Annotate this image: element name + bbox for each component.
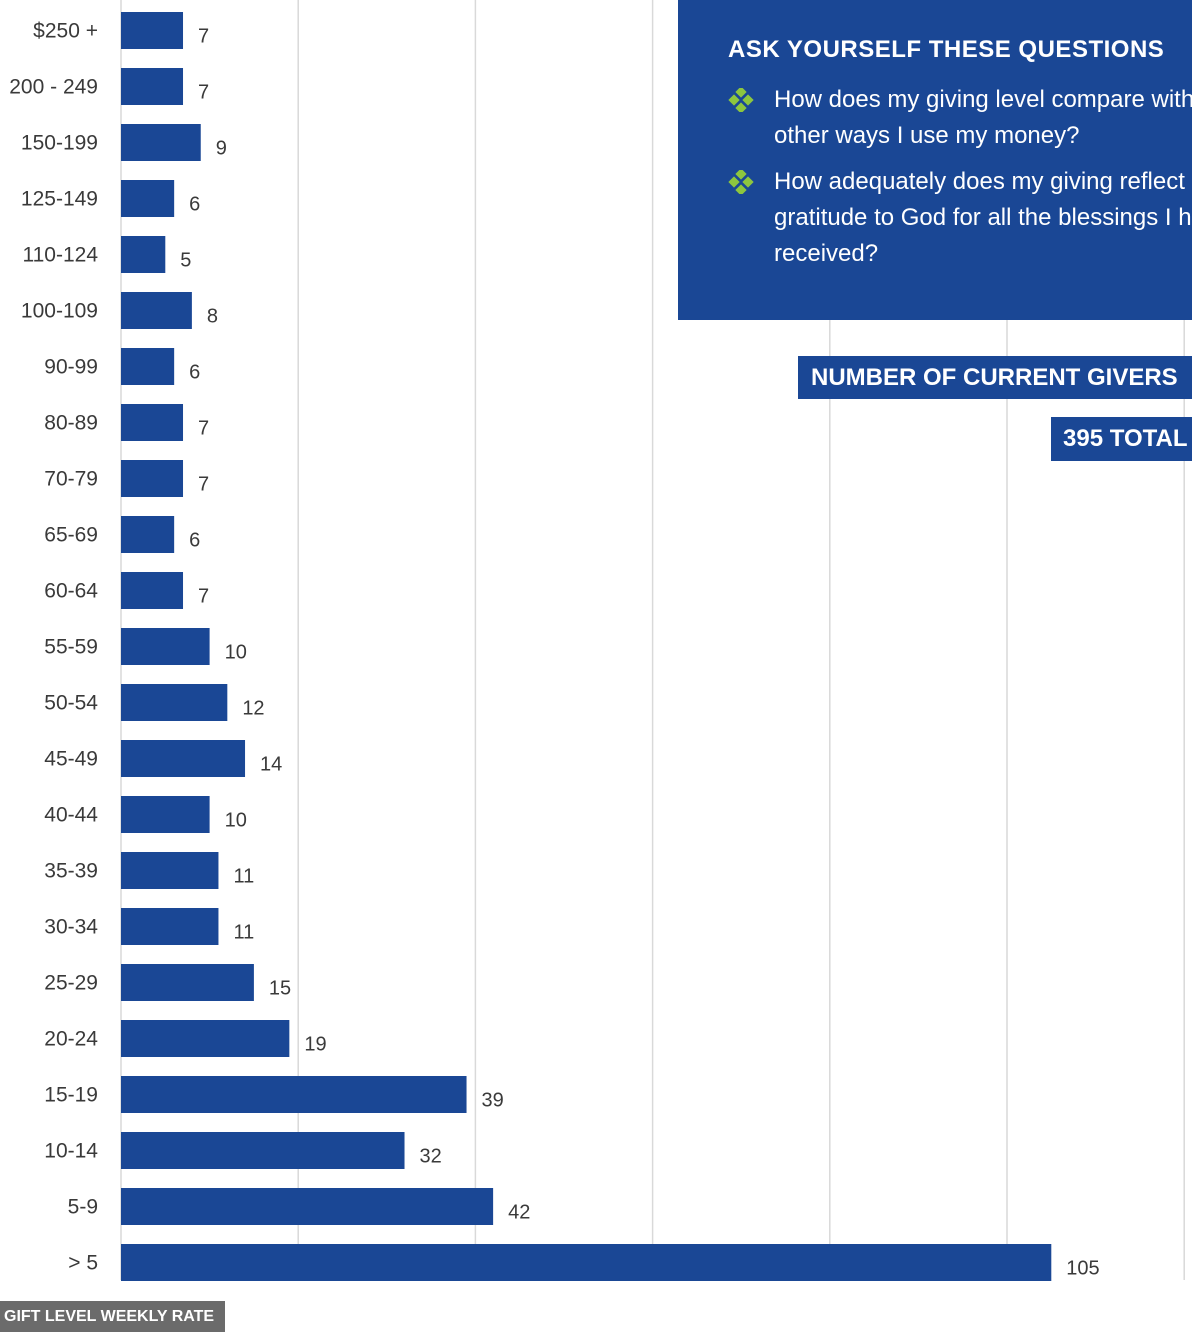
value-label: 7 bbox=[198, 586, 209, 608]
value-label: 8 bbox=[207, 306, 218, 328]
category-label: 100-109 bbox=[21, 300, 98, 323]
category-label: > 5 bbox=[68, 1252, 98, 1275]
value-label: 12 bbox=[242, 698, 264, 720]
questions-list: How does my giving level compare with ot… bbox=[728, 82, 1192, 272]
bar bbox=[121, 628, 210, 665]
bar bbox=[121, 180, 175, 217]
value-label: 15 bbox=[269, 978, 291, 1000]
category-labels: $250 + 200 - 249 150-199 125-149 110-124 100-… bbox=[9, 20, 98, 1275]
category-label: 40-44 bbox=[44, 804, 98, 827]
bar bbox=[121, 684, 228, 721]
bar bbox=[121, 68, 184, 105]
category-label: $250 + bbox=[33, 20, 98, 43]
question-text: How does my giving level compare with ot… bbox=[774, 86, 1192, 149]
bar bbox=[121, 908, 219, 945]
value-label: 7 bbox=[198, 474, 209, 496]
question-text: How adequately does my giving reflect my… bbox=[774, 168, 1192, 267]
value-label: 19 bbox=[304, 1034, 326, 1056]
total-givers-banner: 395 TOTAL bbox=[1051, 417, 1192, 461]
current-givers-banner: NUMBER OF CURRENT GIVERS bbox=[798, 356, 1192, 399]
bar bbox=[121, 292, 192, 329]
value-label: 6 bbox=[189, 194, 200, 216]
bar bbox=[121, 964, 254, 1001]
diamond-cluster-icon bbox=[728, 82, 774, 118]
bar bbox=[121, 572, 184, 609]
value-label: 32 bbox=[420, 1146, 442, 1168]
bar bbox=[121, 1188, 494, 1225]
category-label: 200 - 249 bbox=[9, 76, 98, 99]
value-label: 11 bbox=[233, 922, 254, 944]
bar bbox=[121, 460, 184, 497]
value-labels: 7 7 9 6 5 8 6 7 7 6 7 10 12 14 10 11 11 15 19 39 32 42 105 bbox=[180, 26, 1099, 1280]
value-label: 6 bbox=[189, 362, 200, 384]
category-label: 55-59 bbox=[44, 636, 98, 659]
value-label: 7 bbox=[198, 26, 209, 48]
bar bbox=[121, 124, 201, 161]
value-label: 6 bbox=[189, 530, 200, 552]
value-label: 105 bbox=[1066, 1258, 1099, 1280]
bar bbox=[121, 1020, 290, 1057]
category-label: 30-34 bbox=[44, 916, 98, 939]
value-label: 39 bbox=[482, 1090, 504, 1112]
questions-title: ASK YOURSELF THESE QUESTIONS bbox=[728, 36, 1165, 63]
bar bbox=[121, 1076, 467, 1113]
bar bbox=[121, 796, 210, 833]
category-label: 60-64 bbox=[44, 580, 98, 603]
category-label: 150-199 bbox=[21, 132, 98, 155]
bar bbox=[121, 1244, 1052, 1281]
question-item: How adequately does my giving reflect my… bbox=[728, 164, 1192, 272]
x-axis-title: GIFT LEVEL WEEKLY RATE bbox=[0, 1301, 226, 1332]
questions-panel: ASK YOURSELF THESE QUESTIONS How does my… bbox=[678, 0, 1192, 320]
value-label: 42 bbox=[508, 1202, 530, 1224]
category-label: 125-149 bbox=[21, 188, 98, 211]
bar bbox=[121, 852, 219, 889]
value-label: 7 bbox=[198, 82, 209, 104]
value-label: 7 bbox=[198, 418, 209, 440]
value-label: 10 bbox=[225, 810, 247, 832]
value-label: 11 bbox=[233, 866, 254, 888]
bar bbox=[121, 404, 184, 441]
bar bbox=[121, 516, 175, 553]
bars bbox=[121, 12, 1052, 1281]
category-label: 50-54 bbox=[44, 692, 98, 715]
value-label: 5 bbox=[180, 250, 191, 272]
category-label: 110-124 bbox=[22, 244, 98, 267]
category-label: 80-89 bbox=[44, 412, 98, 435]
bar bbox=[121, 1132, 405, 1169]
category-label: 10-14 bbox=[44, 1140, 98, 1163]
category-label: 15-19 bbox=[44, 1084, 98, 1107]
bar bbox=[121, 236, 166, 273]
diamond-cluster-icon bbox=[728, 164, 774, 200]
bar bbox=[121, 740, 246, 777]
category-label: 25-29 bbox=[44, 972, 98, 995]
category-label: 70-79 bbox=[44, 468, 98, 491]
value-label: 14 bbox=[260, 754, 282, 776]
bar bbox=[121, 348, 175, 385]
category-label: 20-24 bbox=[44, 1028, 98, 1051]
category-label: 5-9 bbox=[68, 1196, 98, 1219]
value-label: 9 bbox=[216, 138, 227, 160]
question-item: How does my giving level compare with ot… bbox=[728, 82, 1192, 154]
value-label: 10 bbox=[225, 642, 247, 664]
category-label: 90-99 bbox=[44, 356, 98, 379]
category-label: 45-49 bbox=[44, 748, 98, 771]
category-label: 35-39 bbox=[44, 860, 98, 883]
category-label: 65-69 bbox=[44, 524, 98, 547]
bar bbox=[121, 12, 184, 49]
